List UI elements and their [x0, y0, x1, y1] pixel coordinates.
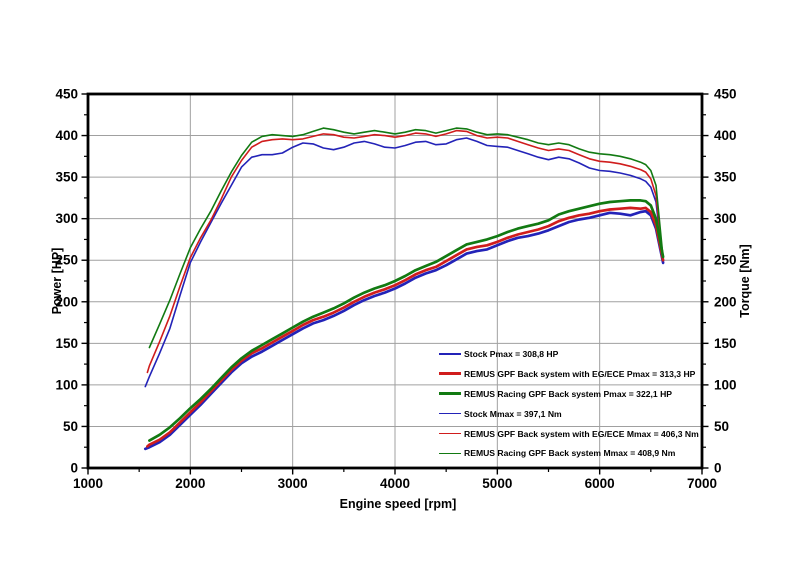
torque-stock-curve	[144, 137, 664, 388]
y-tick-label-left: 100	[55, 377, 78, 392]
x-tick-label: 7000	[687, 476, 717, 491]
legend-label: Stock Pmax = 308,8 HP	[464, 348, 559, 359]
y-tick-label-left: 0	[70, 461, 78, 476]
y-tick-label-left: 450	[55, 87, 78, 102]
y-tick-label-right: 0	[714, 461, 722, 476]
y-tick-label-right: 100	[714, 377, 737, 392]
power-remus-racing-gpf-curve	[148, 199, 665, 442]
x-tick-label: 1000	[73, 476, 103, 491]
y-tick-label-left: 250	[55, 253, 78, 268]
legend-label: Stock Mmax = 397,1 Nm	[464, 408, 562, 419]
legend-item-power-stock: Stock Pmax = 308,8 HP	[439, 344, 699, 364]
legend-line-sample	[439, 432, 461, 435]
x-tick-label: 3000	[278, 476, 308, 491]
power-remus-gpf-curve	[146, 206, 665, 448]
legend-label: REMUS Racing GPF Back system Mmax = 408,…	[464, 448, 676, 459]
legend-line-sample	[439, 452, 461, 455]
y-tick-label-right: 300	[714, 211, 737, 226]
x-tick-label: 2000	[175, 476, 205, 491]
legend-item-power-remus-gpf: REMUS GPF Back system with EG/ECE Pmax =…	[439, 364, 699, 384]
y-tick-label-left: 150	[55, 336, 78, 351]
y-tick-label-left: 300	[55, 211, 78, 226]
y-tick-label-right: 350	[714, 170, 737, 185]
y-tick-label-right: 50	[714, 419, 729, 434]
legend-line-sample	[439, 392, 461, 396]
torque-remus-gpf-curve	[146, 129, 664, 374]
legend-label: REMUS GPF Back system with EG/ECE Mmax =…	[464, 428, 699, 439]
y-axis-title-torque: Torque [Nm]	[738, 244, 752, 318]
x-tick-label: 4000	[380, 476, 410, 491]
y-tick-label-left: 400	[55, 128, 78, 143]
y-tick-label-right: 450	[714, 87, 737, 102]
legend-item-torque-remus-racing-gpf: REMUS Racing GPF Back system Mmax = 408,…	[439, 443, 699, 463]
y-tick-label-left: 350	[55, 170, 78, 185]
legend-line-sample	[439, 372, 461, 376]
y-tick-label-right: 400	[714, 128, 737, 143]
y-tick-label-left: 200	[55, 294, 78, 309]
legend-item-torque-remus-gpf: REMUS GPF Back system with EG/ECE Mmax =…	[439, 424, 699, 444]
x-axis-title: Engine speed [rpm]	[339, 497, 457, 511]
x-tick-label: 6000	[585, 476, 615, 491]
legend-item-power-remus-racing-gpf: REMUS Racing GPF Back system Pmax = 322,…	[439, 384, 699, 404]
legend-item-torque-stock: Stock Mmax = 397,1 Nm	[439, 404, 699, 424]
y-tick-label-left: 50	[63, 419, 78, 434]
legend-line-sample	[439, 412, 461, 415]
torque-remus-racing-gpf-curve	[148, 127, 664, 349]
y-tick-label-right: 150	[714, 336, 737, 351]
y-axis-title-power: Power [HP]	[50, 247, 64, 315]
legend-label: REMUS GPF Back system with EG/ECE Pmax =…	[464, 368, 696, 379]
y-tick-label-right: 250	[714, 253, 737, 268]
y-tick-label-right: 200	[714, 294, 737, 309]
legend-line-sample	[439, 352, 461, 356]
plot-frame	[86, 92, 704, 470]
x-tick-label: 5000	[482, 476, 512, 491]
legend-label: REMUS Racing GPF Back system Pmax = 322,…	[464, 388, 673, 399]
power-stock-curve	[143, 209, 665, 451]
chart-legend: Stock Pmax = 308,8 HP REMUS GPF Back syst…	[439, 344, 699, 463]
